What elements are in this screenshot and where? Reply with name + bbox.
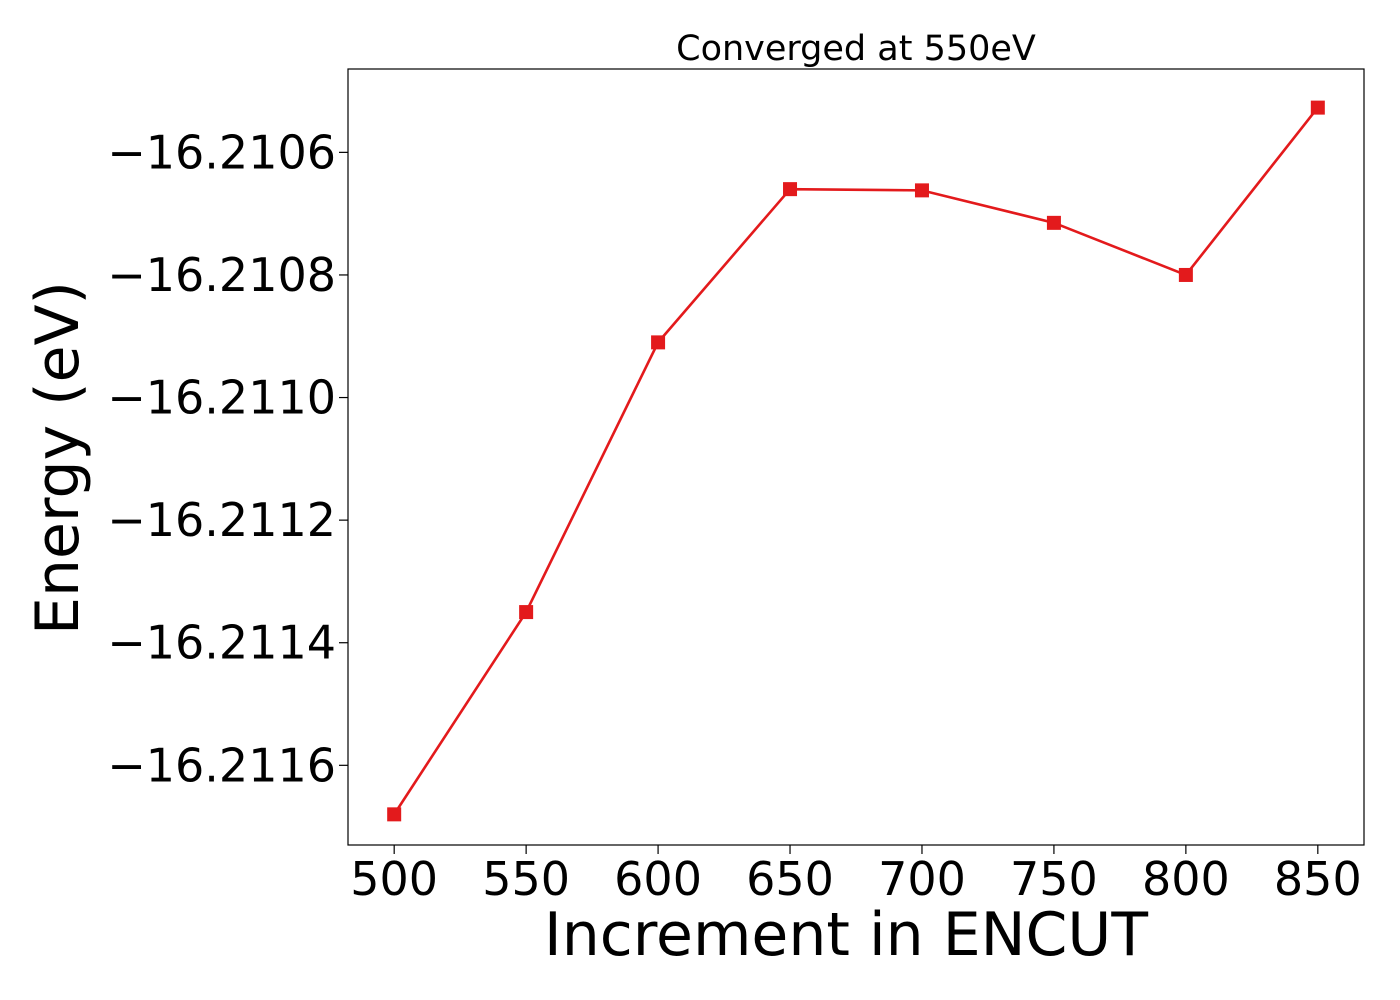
x-axis: 500 550 600 650 700 750 800 850 [350,845,1362,906]
y-tick-label: −16.2116 [107,738,336,792]
x-tick-label: 550 [482,852,570,906]
x-axis-label: Increment in ENCUT [544,900,1148,970]
y-tick-label: −16.2108 [107,248,336,302]
x-tick-label: 600 [614,852,702,906]
x-tick-label: 850 [1274,852,1362,906]
chart-title: Converged at 550eV [676,29,1036,69]
x-tick-label: 500 [350,852,438,906]
y-axis-label: Energy (eV) [23,281,93,635]
data-point-marker [651,335,666,350]
x-tick-label: 700 [878,852,966,906]
series-layer [387,100,1325,822]
x-tick-label: 750 [1010,852,1098,906]
data-point-marker [387,807,402,822]
data-point-marker [783,182,798,197]
data-point-marker [519,605,534,620]
y-tick-label: −16.2114 [107,616,336,670]
data-point-marker [1178,267,1193,282]
y-tick-label: −16.2112 [107,493,336,547]
data-point-marker [1310,100,1325,115]
series-line [393,106,1319,816]
y-tick-label: −16.2106 [107,125,336,179]
data-point-marker [1046,215,1061,230]
y-tick-label: −16.2110 [107,371,336,425]
data-point-marker [914,183,929,198]
plot-area-frame [347,68,1365,846]
x-tick-label: 800 [1142,852,1230,906]
x-tick-label: 650 [746,852,834,906]
y-axis: −16.2106 −16.2108 −16.2110 −16.2112 −16.2114… [107,125,348,792]
